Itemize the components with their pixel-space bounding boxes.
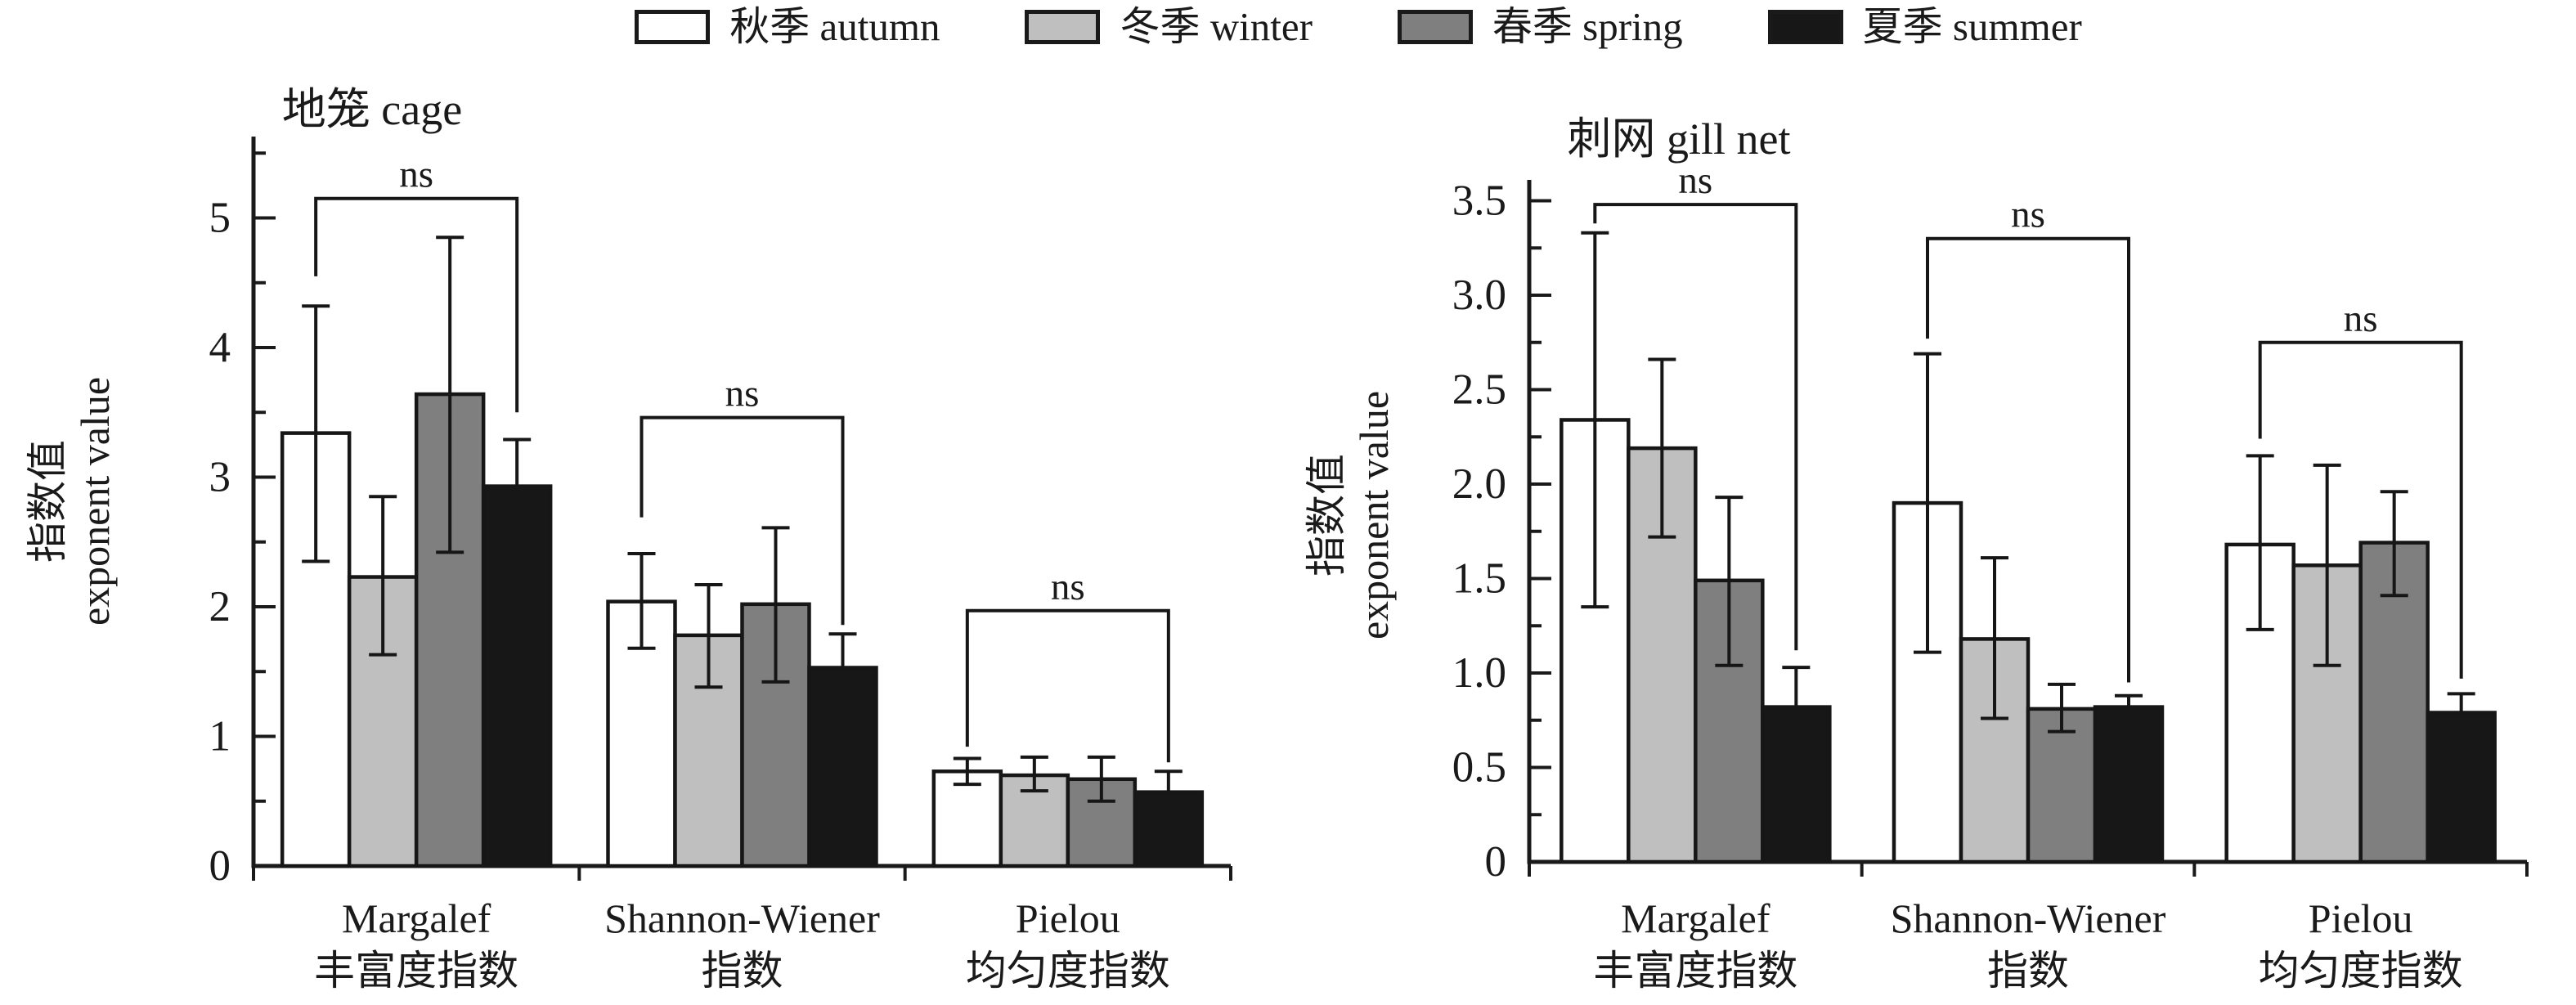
y-axis-label-cn: 指数值: [25, 440, 70, 563]
sig-label: ns: [2344, 298, 2378, 340]
bar-summer-pielou: [1133, 790, 1205, 868]
sig-bracket: [1926, 236, 2130, 683]
y-tick-label: 1: [209, 713, 231, 760]
panel-title: 刺网 gill net: [1568, 114, 1791, 164]
panel-cage: 0 1 2 3 4 5 Margalef 丰富度指数 Shannon-Wiener 指数 Pielo…: [0, 0, 1288, 1001]
sig-bracket: [314, 196, 519, 413]
y-tick-label: 3.0: [1452, 271, 1506, 319]
category-label-en: Margalef: [1621, 895, 1770, 941]
y-tick-label: 1.0: [1452, 649, 1506, 697]
bar-summer-pielou: [2426, 711, 2497, 864]
bar-autumn-shannon-wiener: [1892, 500, 1963, 864]
winter-swatch-icon: [1025, 9, 1101, 44]
y-axis-label-cn: 指数值: [1304, 454, 1349, 577]
sig-label: ns: [1051, 566, 1085, 608]
bar-winter-shannon-wiener: [673, 633, 744, 868]
sig-label: ns: [2011, 194, 2045, 236]
bar-summer-shannon-wiener: [807, 666, 878, 868]
y-tick-label: 2.0: [1452, 460, 1506, 508]
legend-item-spring: 春季 spring: [1397, 4, 1683, 49]
legend-label-summer: 夏季 summer: [1862, 4, 2082, 49]
category-label-cn: 指数: [1987, 948, 2069, 994]
spring-swatch-icon: [1397, 9, 1473, 44]
bar-spring-shannon-wiener: [2026, 707, 2098, 864]
y-tick-label: 2.5: [1452, 366, 1506, 414]
y-tick-label: 1.5: [1452, 555, 1506, 603]
legend-label-spring: 春季 spring: [1492, 4, 1683, 49]
summer-swatch-icon: [1767, 9, 1843, 44]
panel-title: 地笼 cage: [282, 85, 462, 134]
y-tick-label: 0.5: [1452, 744, 1506, 792]
y-tick-label: 0: [1485, 838, 1507, 886]
legend-item-summer: 夏季 summer: [1767, 4, 2082, 49]
sig-bracket: [965, 608, 1170, 763]
category-label-cn: 均匀度指数: [2259, 948, 2463, 994]
sig-label: ns: [725, 373, 760, 415]
y-tick-label: 3: [209, 454, 231, 501]
legend-item-autumn: 秋季 autumn: [635, 7, 940, 47]
sig-bracket: [2258, 340, 2463, 679]
category-label-en: Shannon-Wiener: [1891, 895, 2166, 941]
legend: 秋季 autumn 冬季 winter 春季 spring 夏季 summer: [70, 7, 2576, 47]
y-tick-label: 0: [209, 842, 231, 890]
y-tick-label: 2: [209, 583, 231, 630]
category-label-en: Margalef: [342, 895, 491, 941]
category-label-cn: 丰富度指数: [314, 948, 518, 994]
autumn-swatch-icon: [635, 9, 711, 44]
y-tick-label: 4: [209, 324, 231, 371]
y-axis-label-en: exponent value: [72, 377, 118, 626]
sig-label: ns: [1678, 159, 1712, 202]
sig-bracket: [1593, 203, 1798, 651]
bar-summer-margalef: [1761, 705, 1832, 864]
bar-summer-margalef: [481, 484, 553, 868]
legend-item-winter: 冬季 winter: [1025, 4, 1313, 49]
legend-label-autumn: 秋季 autumn: [729, 4, 940, 49]
category-label-en: Pielou: [2309, 895, 2413, 941]
y-tick-label: 3.5: [1452, 177, 1506, 225]
y-tick-label: 5: [209, 195, 231, 242]
gill-net-bar-chart: 0 0.5 1.0 1.5 2.0 2.5 3.0 3.5 Margalef 丰富度指数 Shann…: [1304, 114, 2529, 994]
category-label-cn: 均匀度指数: [966, 948, 1170, 994]
bar-summer-shannon-wiener: [2093, 705, 2165, 864]
legend-label-winter: 冬季 winter: [1120, 4, 1313, 49]
category-label-en: Pielou: [1016, 895, 1120, 941]
category-label-en: Shannon-Wiener: [604, 895, 880, 941]
sig-label: ns: [399, 154, 433, 196]
category-label-cn: 指数: [702, 948, 783, 994]
category-label-cn: 丰富度指数: [1593, 948, 1797, 994]
panel-gill-net: 0 0.5 1.0 1.5 2.0 2.5 3.0 3.5 Margalef 丰富度指数 Shann…: [1288, 0, 2576, 1001]
y-axis-label-en: exponent value: [1351, 391, 1397, 639]
cage-bar-chart: 0 1 2 3 4 5 Margalef 丰富度指数 Shannon-Wiener 指数 Pielo…: [25, 85, 1232, 994]
sig-bracket: [640, 415, 845, 626]
